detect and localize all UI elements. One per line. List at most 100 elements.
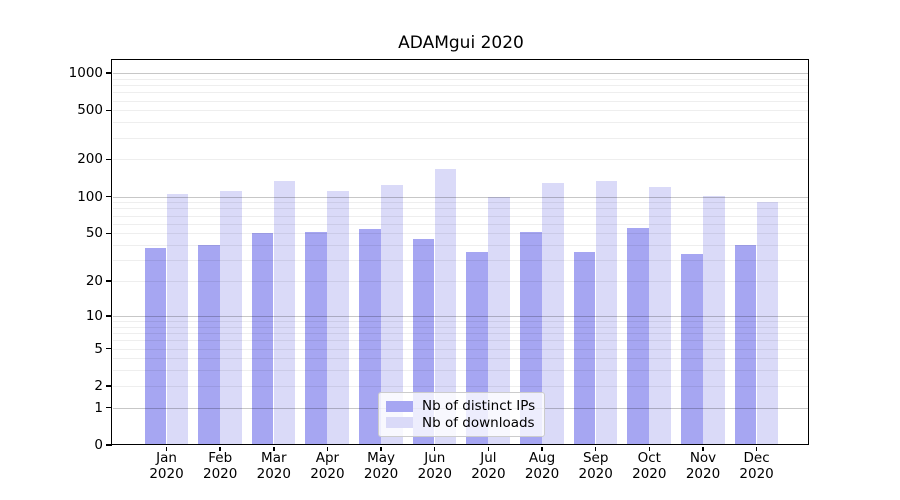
legend-row-downloads: Nb of downloads <box>386 415 536 432</box>
y-tick <box>105 315 112 317</box>
x-tick-month: Jan <box>156 450 177 466</box>
bar-distinct-ips-mar <box>251 233 274 445</box>
x-tick-month: Dec <box>743 450 770 466</box>
x-tick <box>380 446 382 452</box>
x-tick-label-feb: Feb 2020 <box>188 450 252 482</box>
gridline-minor <box>113 78 809 80</box>
x-tick <box>594 446 597 452</box>
x-tick <box>541 446 543 452</box>
bar-distinct-ips-apr <box>305 232 327 445</box>
x-tick-label-nov: Nov 2020 <box>671 450 735 482</box>
x-tick <box>165 446 168 452</box>
bar-downloads-mar <box>273 180 296 445</box>
x-tick-year: 2020 <box>471 465 506 482</box>
x-tick-label-dec: Dec 2020 <box>725 450 789 482</box>
bar-distinct-ips-jan <box>144 247 166 445</box>
x-tick <box>702 446 704 452</box>
x-tick <box>755 446 758 452</box>
x-tick-month: May <box>367 450 396 466</box>
x-tick-month: Oct <box>637 450 661 466</box>
y-tick-label: 200 <box>77 151 103 168</box>
bar-downloads-oct <box>649 186 671 445</box>
gridline-minor <box>113 233 809 235</box>
bar-distinct-ips-sep <box>573 252 596 445</box>
x-tick-year: 2020 <box>685 465 721 482</box>
gridline-minor <box>113 159 809 161</box>
legend-swatch-downloads-icon <box>386 417 413 429</box>
y-tick-label: 1000 <box>68 65 103 81</box>
gridline-minor <box>113 333 809 334</box>
x-tick-month: Sep <box>582 450 609 466</box>
y-tick-label: 1 <box>94 399 103 416</box>
legend-label-distinct-ips: Nb of distinct IPs <box>422 398 536 415</box>
y-tick <box>105 72 112 74</box>
gridline-minor <box>113 110 809 112</box>
gridline-minor <box>113 223 809 225</box>
y-tick <box>105 158 112 161</box>
bar-downloads-sep <box>595 180 618 445</box>
x-tick-year: 2020 <box>363 465 399 482</box>
gridline-minor <box>113 348 809 350</box>
gridline-minor <box>113 85 809 86</box>
bar-downloads-feb <box>220 190 242 445</box>
x-tick-label-aug: Aug 2020 <box>510 450 574 482</box>
y-tick-label: 0 <box>94 437 103 453</box>
x-tick <box>273 446 275 452</box>
y-tick-label: 500 <box>77 102 103 119</box>
bar-distinct-ips-aug <box>520 232 542 445</box>
x-tick <box>433 446 436 452</box>
gridline-minor <box>113 281 809 283</box>
x-tick <box>648 446 651 452</box>
y-tick <box>105 109 112 112</box>
bar-downloads-dec <box>756 201 779 445</box>
x-tick <box>487 446 490 452</box>
x-tick-label-mar: Mar 2020 <box>242 450 306 482</box>
x-tick-year: 2020 <box>149 465 184 482</box>
gridline-minor <box>113 260 809 262</box>
legend: Nb of distinct IPs Nb of downloads <box>378 392 545 437</box>
gridline-minor <box>113 358 809 360</box>
x-tick-label-oct: Oct 2020 <box>617 450 681 482</box>
legend-swatch-distinct-ips-icon <box>386 400 413 412</box>
bar-downloads-jul <box>488 196 510 445</box>
bar-downloads-apr <box>327 191 349 445</box>
x-tick-label-jul: Jul 2020 <box>456 450 520 482</box>
x-tick-year: 2020 <box>524 465 560 482</box>
gridline-minor <box>113 385 809 387</box>
x-tick-month: Jun <box>424 450 446 466</box>
y-tick <box>105 385 112 387</box>
gridline-minor <box>113 100 809 102</box>
y-tick-label: 2 <box>94 377 103 394</box>
x-tick-label-sep: Sep 2020 <box>564 450 628 482</box>
bar-downloads-jun <box>434 169 457 445</box>
x-tick-month: Mar <box>261 450 287 466</box>
y-tick-label: 5 <box>94 340 103 357</box>
y-tick-label: 10 <box>85 307 103 324</box>
y-tick <box>105 232 112 235</box>
x-tick-year: 2020 <box>578 465 613 482</box>
gridline-minor <box>113 326 809 328</box>
bar-downloads-jan <box>166 194 188 445</box>
gridline-major <box>113 196 809 198</box>
x-tick-month: Nov <box>689 450 717 466</box>
x-tick-year: 2020 <box>203 465 238 482</box>
x-tick-year: 2020 <box>417 465 452 482</box>
y-tick <box>105 347 112 350</box>
bar-distinct-ips-oct <box>627 228 649 445</box>
x-tick-label-apr: Apr 2020 <box>295 450 359 482</box>
x-tick <box>326 446 329 452</box>
bar-distinct-ips-nov <box>681 253 703 445</box>
gridline-minor <box>113 215 809 217</box>
bar-downloads-aug <box>542 182 564 445</box>
y-tick <box>105 195 112 198</box>
x-tick-year: 2020 <box>739 465 774 482</box>
gridline-minor <box>113 370 809 372</box>
bar-distinct-ips-dec <box>734 245 757 445</box>
x-tick-label-jan: Jan 2020 <box>135 450 199 482</box>
x-tick-year: 2020 <box>310 465 345 482</box>
chart-title: ADAMgui 2020 <box>398 33 524 53</box>
y-tick-label: 20 <box>85 273 103 290</box>
y-tick-label: 100 <box>77 188 103 205</box>
gridline-minor <box>113 245 809 246</box>
